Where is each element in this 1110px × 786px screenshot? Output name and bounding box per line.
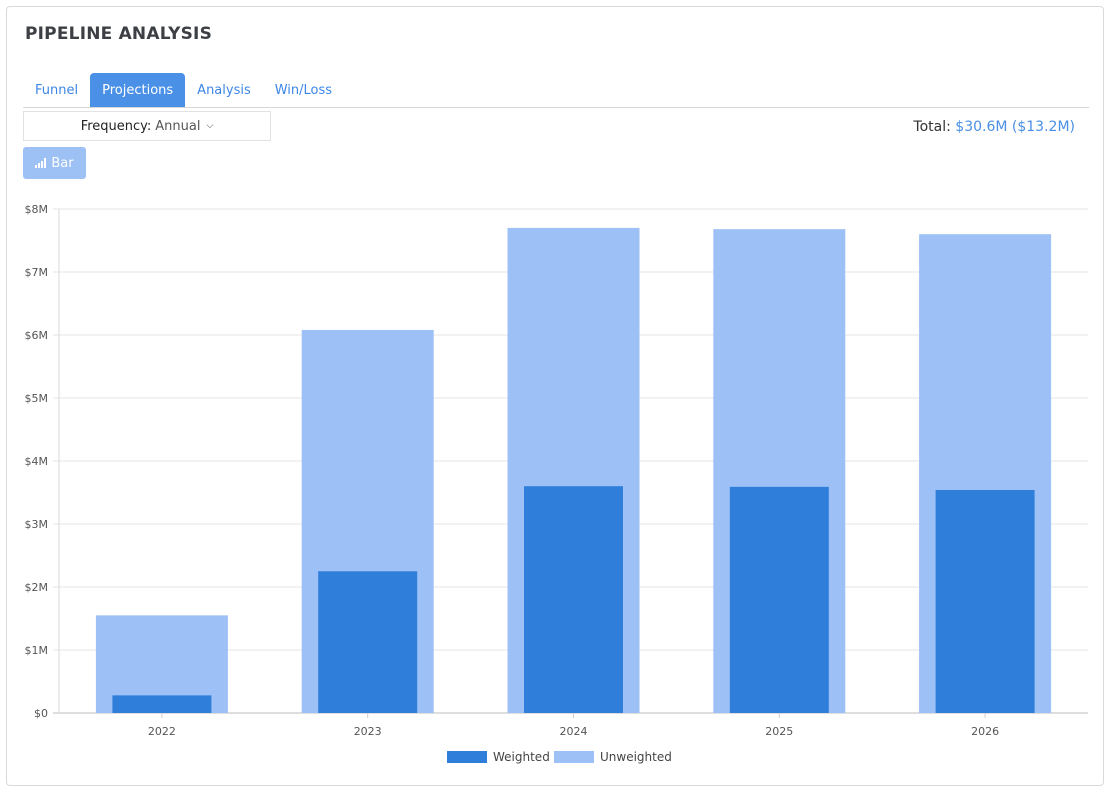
legend-label-unweighted: Unweighted [600, 750, 672, 764]
frequency-label: Frequency: [80, 118, 152, 134]
bar-view-label: Bar [51, 155, 74, 171]
bar-weighted-2025 [729, 486, 829, 713]
y-tick-label: $7M [25, 266, 49, 279]
y-tick-label: $1M [25, 644, 49, 657]
page-title: PIPELINE ANALYSIS [25, 24, 213, 44]
y-tick-label: $5M [25, 392, 49, 405]
bar-weighted-2024 [524, 486, 623, 713]
bar-weighted-2023 [318, 571, 418, 713]
total-summary: Total: $30.6M ($13.2M) [913, 119, 1075, 135]
y-tick-label: $0 [34, 707, 48, 720]
y-tick-label: $8M [25, 203, 49, 216]
bar-weighted-2022 [112, 695, 212, 713]
tab-bar: Funnel Projections Analysis Win/Loss [23, 73, 1089, 108]
total-amount: $30.6M ($13.2M) [955, 119, 1075, 135]
y-tick-label: $3M [25, 518, 49, 531]
tab-analysis[interactable]: Analysis [197, 82, 251, 98]
y-tick-label: $4M [25, 455, 49, 468]
legend-label-weighted: Weighted [493, 750, 550, 764]
chevron-down-icon: ⌵ [206, 121, 214, 131]
x-tick-label: 2026 [971, 725, 999, 738]
frequency-value: Annual [155, 118, 201, 134]
x-tick-label: 2023 [354, 725, 382, 738]
frequency-dropdown[interactable]: Frequency: Annual ⌵ [23, 111, 271, 141]
bar-view-button[interactable]: Bar [23, 147, 86, 179]
bar-chart-icon [35, 158, 47, 168]
x-tick-label: 2022 [148, 725, 176, 738]
x-tick-label: 2024 [560, 725, 588, 738]
total-label: Total: [913, 119, 951, 135]
legend-swatch-unweighted [554, 751, 594, 763]
legend-swatch-weighted [447, 751, 487, 763]
tab-win-loss[interactable]: Win/Loss [274, 82, 333, 98]
projection-bar-chart: $0 $1M $2M $3M $4M $5M $6M $7M $8M 2022 2023 2024 20… [25, 203, 1088, 764]
tab-funnel[interactable]: Funnel [35, 82, 79, 98]
tab-projections[interactable]: Projections [90, 73, 186, 107]
y-tick-label: $2M [25, 581, 49, 594]
bar-weighted-2026 [935, 489, 1035, 713]
y-tick-label: $6M [25, 329, 49, 342]
x-tick-label: 2025 [765, 725, 793, 738]
